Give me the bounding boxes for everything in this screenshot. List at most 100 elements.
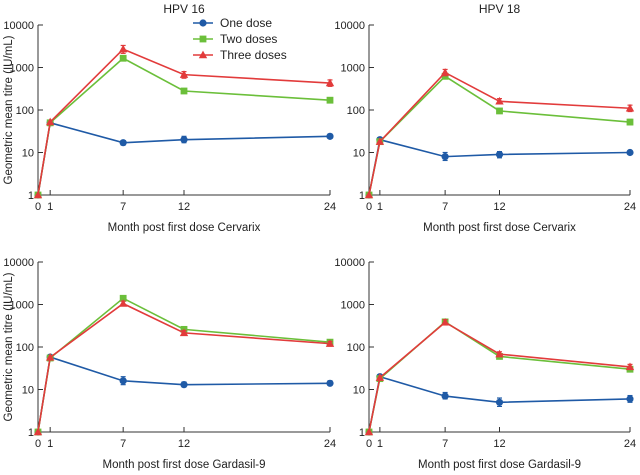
y-tick-label: 10000 bbox=[3, 20, 34, 32]
data-point bbox=[180, 381, 188, 389]
data-point bbox=[119, 139, 127, 147]
legend-label: One dose bbox=[220, 16, 272, 30]
x-tick-label: 24 bbox=[624, 201, 636, 213]
y-tick-label: 1 bbox=[28, 427, 34, 439]
y-tick-label: 10000 bbox=[334, 20, 365, 32]
series-three-doses bbox=[364, 68, 635, 199]
data-point bbox=[325, 339, 335, 347]
x-tick-label: 1 bbox=[377, 201, 383, 213]
series-two-doses bbox=[34, 294, 334, 436]
y-tick-label: 100 bbox=[347, 342, 365, 354]
data-point bbox=[119, 294, 127, 302]
x-axis-label: Month post first dose Gardasil-9 bbox=[103, 459, 266, 471]
x-tick-label: 12 bbox=[493, 201, 505, 213]
panel-title: HPV 18 bbox=[479, 2, 521, 16]
y-tick-label: 10 bbox=[22, 385, 34, 397]
data-point bbox=[495, 398, 504, 406]
data-point bbox=[496, 107, 503, 115]
data-point bbox=[119, 54, 127, 62]
x-tick-label: 1 bbox=[377, 438, 383, 450]
data-point bbox=[626, 118, 634, 126]
x-tick-label: 7 bbox=[120, 438, 126, 450]
x-tick-label: 12 bbox=[493, 438, 505, 450]
x-tick-label: 12 bbox=[178, 438, 190, 450]
x-tick-label: 1 bbox=[47, 201, 53, 213]
series-line bbox=[368, 321, 631, 433]
y-tick-label: 10000 bbox=[334, 257, 365, 269]
series-line bbox=[37, 356, 331, 433]
chart-panel-3: 1 10 100 1000 10000 0 1 7 12 24 Month post first d… bbox=[3, 257, 336, 471]
y-tick-label: 1000 bbox=[341, 300, 365, 312]
y-tick-label: 1000 bbox=[341, 63, 365, 75]
data-point bbox=[625, 362, 635, 371]
x-tick-label: 24 bbox=[624, 438, 636, 450]
data-point bbox=[33, 427, 43, 436]
y-tick-label: 10 bbox=[22, 148, 34, 160]
x-tick-label: 0 bbox=[35, 438, 41, 450]
data-point bbox=[33, 190, 43, 199]
x-tick-label: 1 bbox=[47, 438, 53, 450]
x-tick-label: 7 bbox=[442, 438, 448, 450]
data-point bbox=[179, 70, 189, 78]
y-tick-label: 100 bbox=[16, 105, 34, 117]
x-tick-label: 0 bbox=[35, 201, 41, 213]
y-tick-label: 1 bbox=[359, 427, 365, 439]
chart-panel-2: 1 10 100 1000 10000 0 1 7 12 24 HPV 18 Month post f… bbox=[334, 2, 636, 234]
data-point bbox=[118, 44, 128, 53]
data-point bbox=[326, 96, 334, 104]
series-one-dose bbox=[365, 373, 634, 436]
x-axis-label: Month post first dose Cervarix bbox=[108, 222, 261, 234]
data-point bbox=[326, 379, 334, 387]
data-point bbox=[118, 299, 128, 307]
series-line bbox=[368, 320, 631, 433]
data-point bbox=[326, 132, 334, 140]
data-point bbox=[325, 78, 335, 87]
series-line bbox=[368, 71, 631, 196]
data-point bbox=[626, 148, 634, 157]
series-line bbox=[37, 121, 331, 196]
legend-marker bbox=[199, 35, 207, 43]
data-point bbox=[495, 349, 504, 358]
y-axis-label: Geometric mean titre (IU/mL) bbox=[3, 272, 15, 421]
series-one-dose bbox=[365, 136, 634, 199]
y-tick-label: 1000 bbox=[10, 63, 34, 75]
chart-panel-4: 1 10 100 1000 10000 0 1 7 12 24 Month post first d… bbox=[334, 257, 636, 471]
data-point bbox=[119, 377, 127, 385]
legend-marker bbox=[199, 19, 207, 27]
series-three-doses bbox=[33, 44, 335, 199]
x-tick-label: 12 bbox=[178, 201, 190, 213]
data-point bbox=[180, 136, 188, 144]
data-point bbox=[375, 137, 385, 145]
legend-label: Two doses bbox=[220, 32, 277, 46]
chart-panel-1: 1 10 100 1000 10000 0 1 7 12 24 HPV 16 Month post f… bbox=[3, 2, 336, 234]
series-line bbox=[37, 297, 331, 433]
data-point bbox=[440, 317, 450, 326]
y-axis-label: Geometric mean titre (IU/mL) bbox=[3, 35, 15, 184]
x-tick-label: 0 bbox=[366, 438, 372, 450]
y-tick-label: 100 bbox=[16, 342, 34, 354]
x-axis-label: Month post first dose Gardasil-9 bbox=[418, 459, 581, 471]
panel-title: HPV 16 bbox=[163, 2, 205, 16]
data-point bbox=[45, 117, 55, 126]
series-two-doses bbox=[365, 318, 634, 436]
data-point bbox=[626, 395, 634, 403]
data-point bbox=[180, 87, 188, 95]
series-one-dose bbox=[34, 353, 334, 436]
data-point bbox=[375, 373, 385, 381]
legend-label: Three doses bbox=[220, 48, 287, 62]
x-tick-label: 24 bbox=[324, 438, 336, 450]
data-point bbox=[441, 392, 449, 400]
y-tick-label: 100 bbox=[347, 105, 365, 117]
series-line bbox=[368, 75, 631, 196]
data-point bbox=[441, 153, 449, 161]
data-point bbox=[364, 427, 374, 436]
data-point bbox=[495, 150, 504, 159]
data-point bbox=[495, 96, 504, 105]
x-tick-label: 0 bbox=[366, 201, 372, 213]
y-tick-label: 10 bbox=[353, 148, 365, 160]
data-point bbox=[45, 352, 55, 361]
x-axis-label: Month post first dose Cervarix bbox=[423, 222, 576, 234]
series-one-dose bbox=[34, 119, 334, 199]
series-two-doses bbox=[365, 72, 634, 199]
